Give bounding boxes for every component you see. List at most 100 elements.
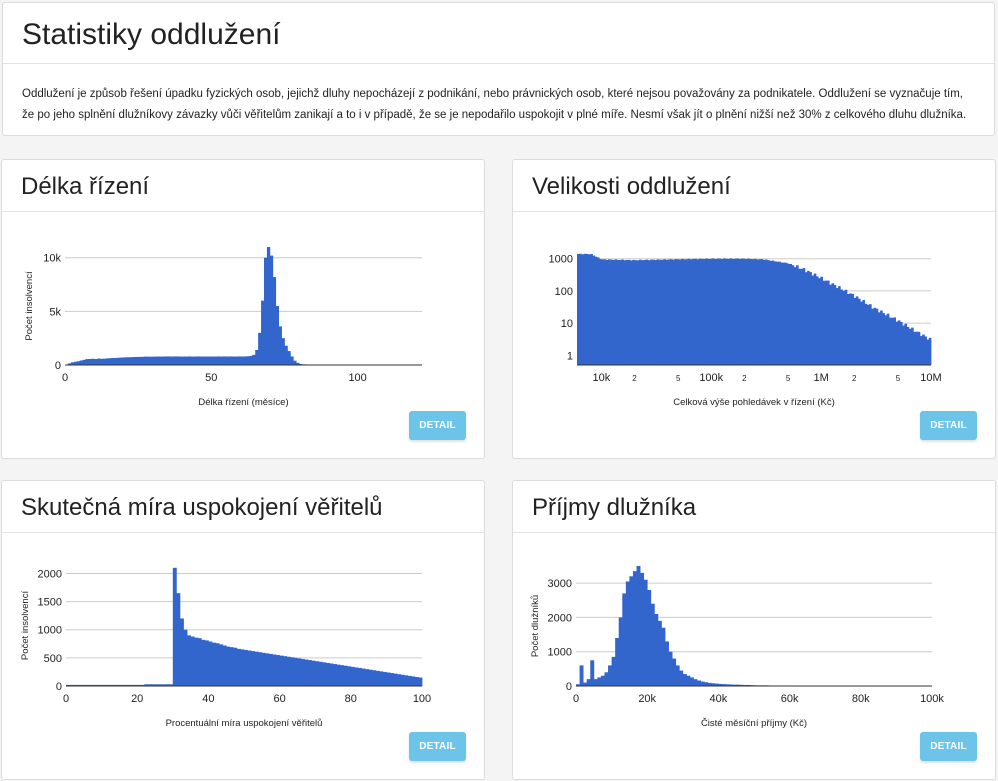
histogram-bar xyxy=(851,293,854,365)
y-tick-label: 1500 xyxy=(38,597,62,609)
histogram-bar xyxy=(656,259,660,365)
histogram-bar xyxy=(83,684,88,686)
histogram-bar xyxy=(674,259,677,365)
histogram-bar xyxy=(138,356,142,365)
histogram-bar xyxy=(679,670,684,686)
histogram-bar xyxy=(855,296,859,365)
detail-button-debt-size[interactable]: DETAIL xyxy=(920,411,977,440)
histogram-bar xyxy=(897,320,901,365)
histogram-bar xyxy=(382,671,387,686)
histogram-bar xyxy=(709,258,713,365)
histogram-bar xyxy=(173,356,177,365)
histogram-bar xyxy=(151,684,156,686)
panel-income: Příjmy dlužníka 0 1000 2000 3000 0 20k 40k 60k 8… xyxy=(512,480,996,780)
histogram-bar xyxy=(122,684,127,686)
histogram-bar xyxy=(407,675,412,686)
histogram-bar xyxy=(155,356,160,365)
histogram-bar xyxy=(208,641,213,686)
histogram-bar xyxy=(98,684,102,686)
histogram-bar xyxy=(135,356,139,365)
histogram-bar xyxy=(789,263,793,365)
histogram-bar xyxy=(895,321,899,365)
histogram-bar xyxy=(771,260,775,365)
intro-card: Statistiky oddlužení Oddlužení je způsob… xyxy=(2,2,995,136)
histogram-bar xyxy=(205,356,209,365)
histogram-bar xyxy=(105,684,110,686)
histogram-bar xyxy=(190,356,195,365)
histogram-bar xyxy=(740,258,744,365)
chart-debt-size: 1 10 100 1000 10k 2 5 100k 2 5 1M 2 5 10M Celková výše… xyxy=(549,254,942,407)
histogram-bar xyxy=(729,684,734,686)
histogram-bar xyxy=(904,323,908,365)
histogram-bar xyxy=(283,656,288,686)
histogram-bar xyxy=(838,286,841,365)
histogram-bar xyxy=(908,328,912,365)
histogram-bar xyxy=(293,657,298,686)
histogram-bar xyxy=(228,356,233,365)
histogram-bar xyxy=(686,675,691,686)
histogram-bar xyxy=(689,677,694,686)
histogram-bar xyxy=(140,684,145,686)
histogram-bar xyxy=(208,356,212,365)
histogram-bar xyxy=(827,280,830,365)
histogram-bar xyxy=(641,260,644,365)
histogram-bar xyxy=(676,259,680,365)
histogram-bar xyxy=(603,259,607,365)
histogram-bar xyxy=(630,260,633,365)
histogram-bar xyxy=(176,593,181,686)
histogram-bar xyxy=(108,358,113,365)
histogram-bar xyxy=(297,658,302,686)
histogram-bar xyxy=(204,640,209,686)
histogram-bar xyxy=(393,673,398,686)
histogram-bar xyxy=(284,345,288,365)
histogram-bar xyxy=(654,260,658,365)
histogram-bar xyxy=(361,668,366,686)
y-tick-label: 10k xyxy=(43,253,61,265)
histogram-bar xyxy=(404,675,409,686)
histogram-bar xyxy=(325,662,330,686)
histogram-bar xyxy=(871,308,874,365)
histogram-bar xyxy=(244,649,248,686)
histogram-bar xyxy=(756,259,759,365)
histogram-bar xyxy=(251,651,256,686)
histogram-bar xyxy=(354,667,359,686)
y-tick-label: 5k xyxy=(49,306,61,318)
histogram-bar xyxy=(322,662,327,686)
histogram-bar xyxy=(917,331,921,365)
panel-header: Příjmy dlužníka xyxy=(513,481,995,533)
histogram-bar xyxy=(729,258,733,365)
histogram-bar xyxy=(718,683,723,686)
histogram-bar xyxy=(583,682,588,686)
panel-header: Délka řízení xyxy=(2,160,484,212)
histogram-bar xyxy=(820,276,823,365)
histogram-bar xyxy=(389,673,394,686)
histogram-bar xyxy=(365,669,369,686)
histogram-bar xyxy=(169,684,174,686)
histogram-bar xyxy=(69,684,74,686)
histogram-bar xyxy=(678,259,682,365)
detail-button-duration[interactable]: DETAIL xyxy=(409,411,466,440)
detail-button-income[interactable]: DETAIL xyxy=(920,732,977,761)
histogram-bar xyxy=(101,684,106,686)
histogram-bar xyxy=(73,684,78,686)
histogram-bar xyxy=(643,259,646,365)
x-tick-label: 10M xyxy=(920,372,941,384)
histogram-bar xyxy=(621,259,624,365)
histogram-bar xyxy=(379,671,384,686)
histogram-bar xyxy=(800,268,804,365)
histogram-bar xyxy=(193,356,198,365)
histogram-bar xyxy=(290,657,295,686)
detail-button-satisfaction[interactable]: DETAIL xyxy=(409,732,466,761)
histogram-bar xyxy=(397,674,402,686)
histogram-bar xyxy=(90,684,95,686)
histogram-bar xyxy=(368,669,373,686)
histogram-bar xyxy=(747,258,750,365)
histogram-bar xyxy=(261,300,265,365)
histogram-bar xyxy=(281,338,285,365)
histogram-bar xyxy=(736,684,741,686)
histogram-bar xyxy=(187,635,191,686)
histogram-bar xyxy=(266,247,271,365)
histogram-bar xyxy=(279,655,284,686)
histogram-bar xyxy=(619,259,622,365)
histogram-bar xyxy=(255,349,259,365)
